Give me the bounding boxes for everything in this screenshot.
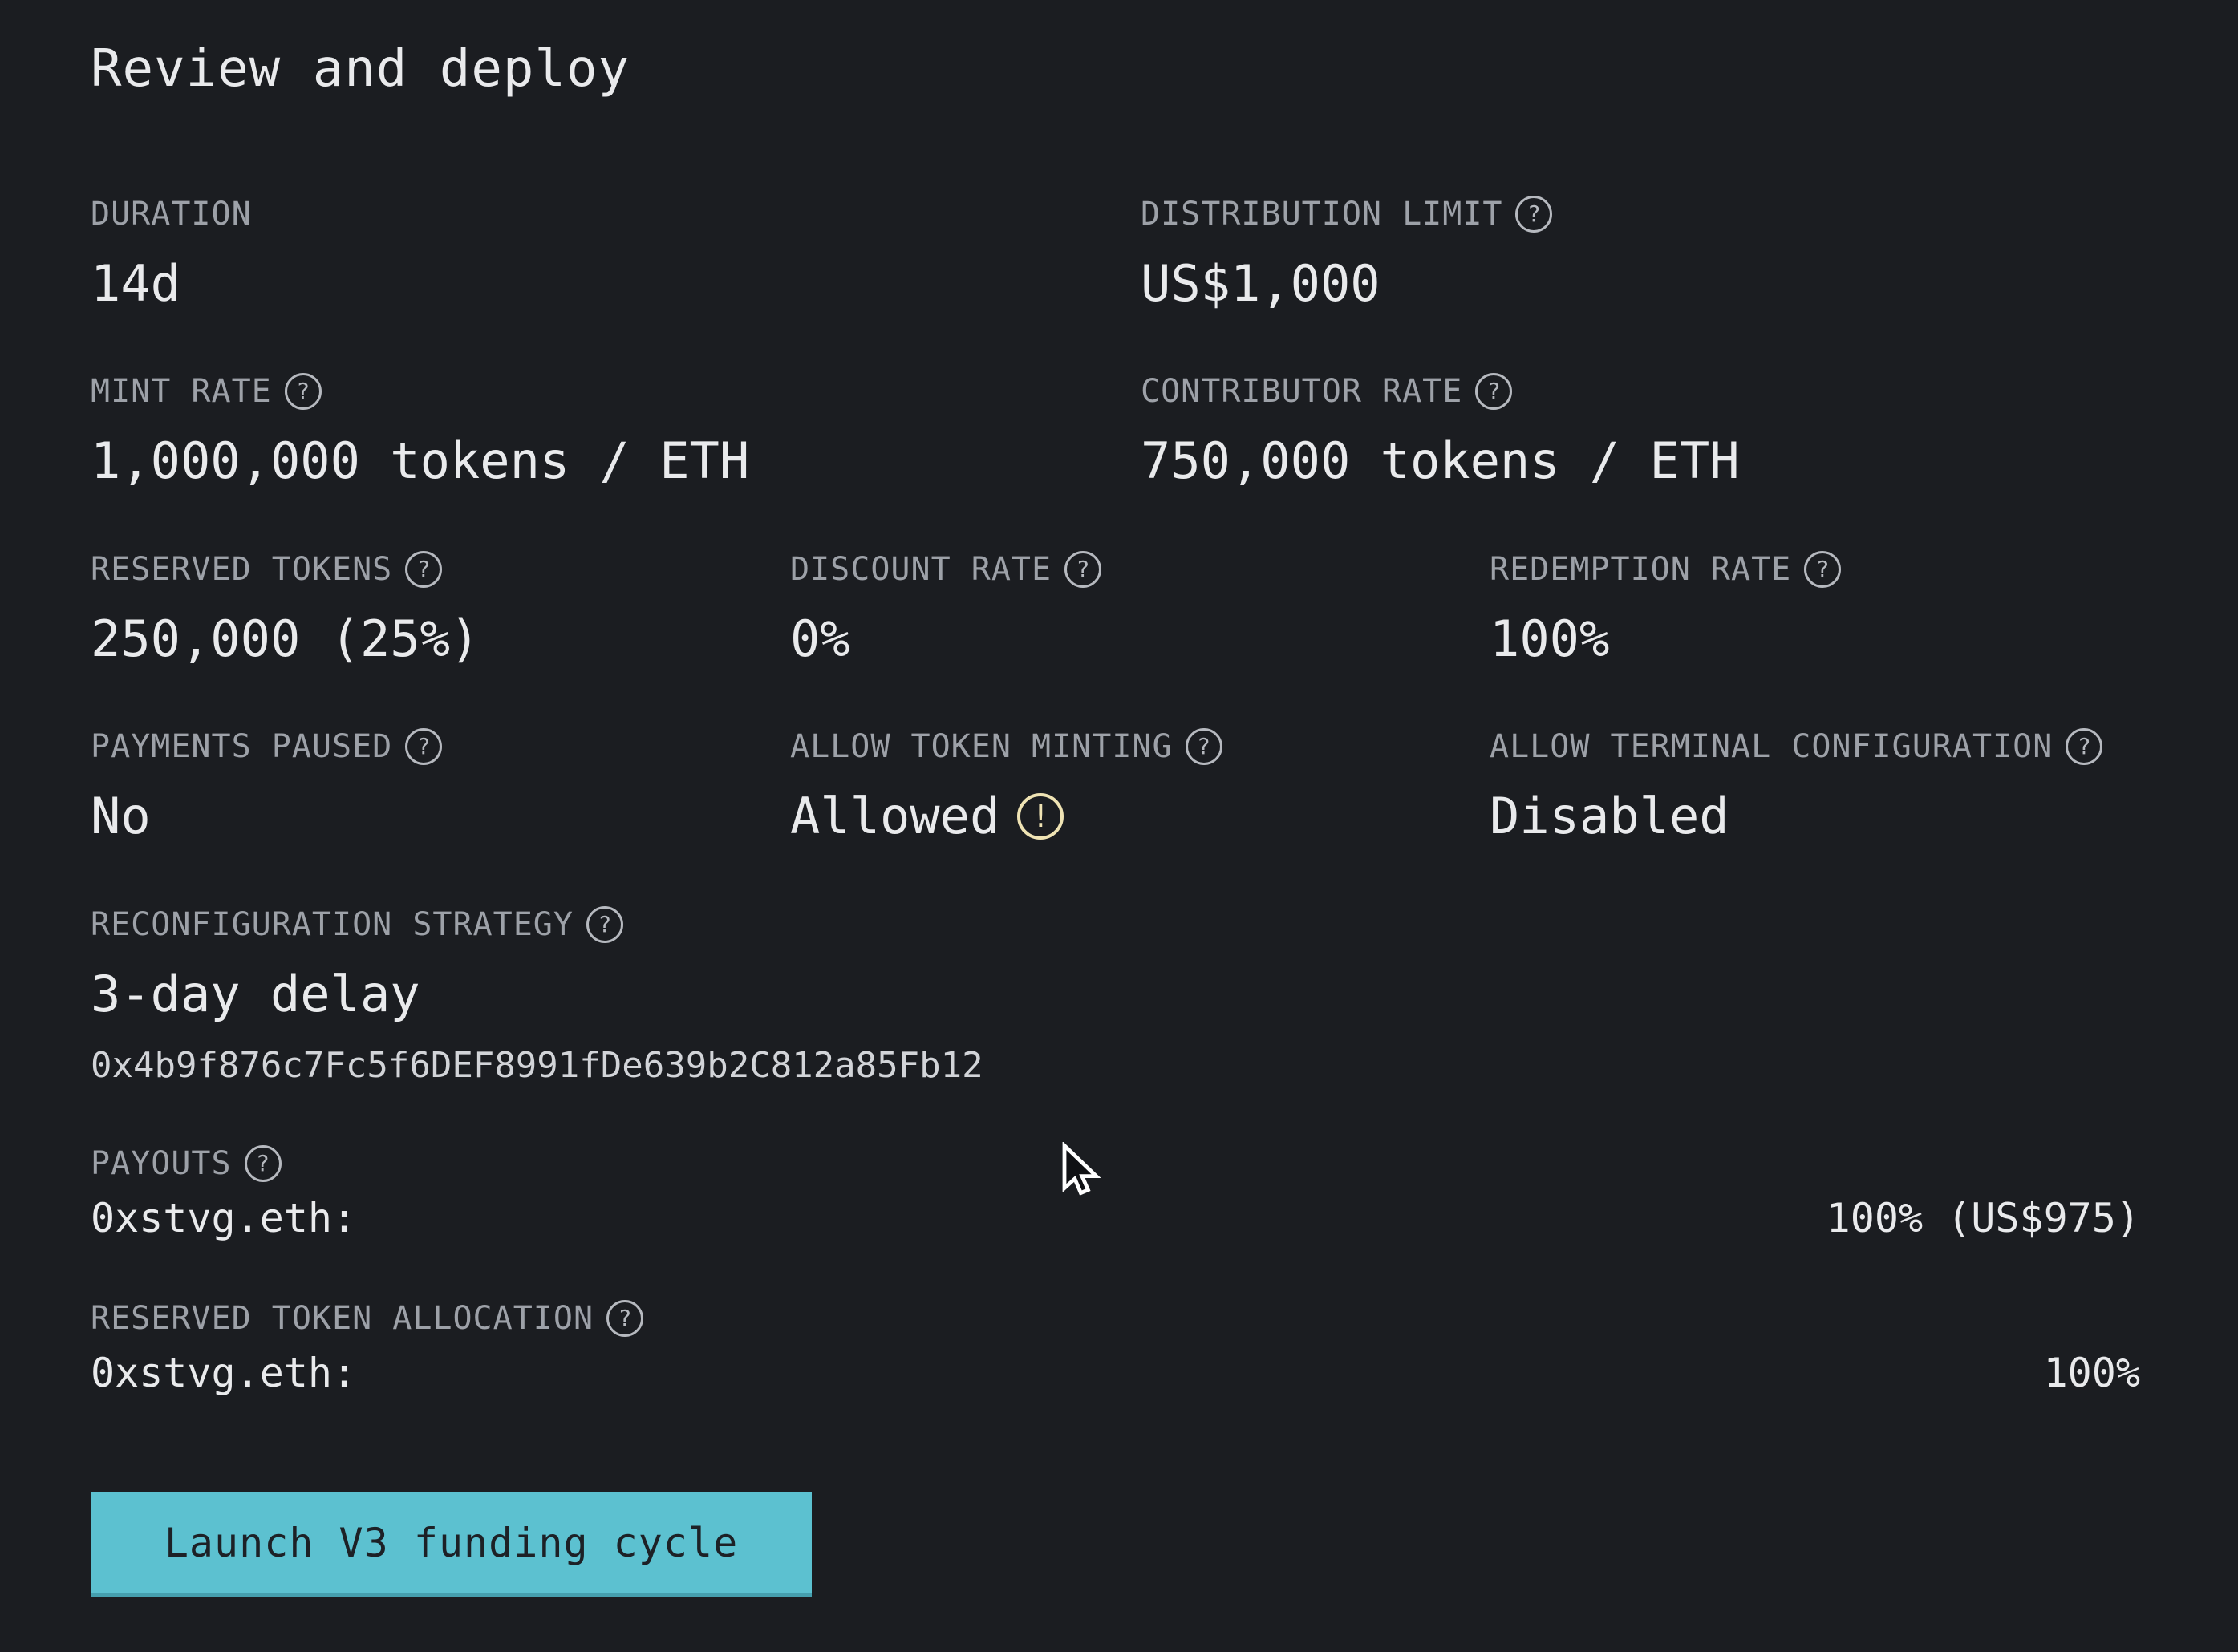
payments-paused-value: No	[91, 787, 151, 846]
contributor-rate-value: 750,000 tokens / ETH	[1141, 431, 1740, 491]
field-label-row: MINT RATE ?	[91, 372, 1141, 411]
help-icon[interactable]: ?	[405, 550, 443, 588]
field-label-row: RESERVED TOKEN ALLOCATION ?	[91, 1299, 2140, 1338]
payments-paused-label: PAYMENTS PAUSED	[91, 728, 393, 766]
contributor-rate-label: CONTRIBUTOR RATE	[1141, 373, 1463, 411]
help-icon[interactable]: ?	[405, 728, 443, 766]
page-title: Review and deploy	[91, 39, 630, 99]
field-label-row: ALLOW TERMINAL CONFIGURATION ?	[1490, 727, 2140, 766]
duration-value: 14d	[91, 253, 180, 313]
field-redemption-rate: REDEMPTION RATE ? 100%	[1490, 550, 2140, 670]
field-label-row: REDEMPTION RATE ?	[1490, 550, 2140, 589]
help-icon[interactable]: ?	[1804, 550, 1842, 588]
payout-entry-row: 0xstvg.eth: 100% (US$975)	[91, 1194, 2140, 1242]
field-label-row: PAYOUTS ?	[91, 1144, 2140, 1183]
help-icon[interactable]: ?	[1185, 728, 1222, 766]
reconfiguration-strategy-address: 0x4b9f876c7Fc5f6DEF8991fDe639b2C812a85Fb…	[91, 1045, 983, 1087]
warning-icon[interactable]: !	[1017, 793, 1064, 840]
field-value-row: 100%	[1490, 608, 2140, 670]
field-duration: DURATION 14d	[91, 195, 1141, 315]
mint-rate-label: MINT RATE	[91, 373, 272, 411]
payout-beneficiary: 0xstvg.eth:	[91, 1194, 357, 1241]
field-value-row: 0%	[790, 608, 1490, 670]
field-payouts: PAYOUTS ? 0xstvg.eth: 100% (US$975)	[91, 1144, 2140, 1242]
field-label-row: DISTRIBUTION LIMIT ?	[1141, 195, 2140, 233]
payouts-label: PAYOUTS	[91, 1144, 232, 1182]
help-icon[interactable]: ?	[1475, 373, 1513, 411]
reserved-allocation-entry-row: 0xstvg.eth: 100%	[91, 1350, 2140, 1397]
field-label-row: DURATION	[91, 195, 1141, 233]
field-value-row: Disabled	[1490, 785, 2140, 848]
field-value-row: 750,000 tokens / ETH	[1141, 430, 2140, 492]
field-reserved-tokens: RESERVED TOKENS ? 250,000 (25%)	[91, 550, 790, 670]
field-allow-terminal-configuration: ALLOW TERMINAL CONFIGURATION ? Disabled	[1490, 727, 2140, 848]
reserved-tokens-label: RESERVED TOKENS	[91, 550, 393, 588]
field-reserved-token-allocation: RESERVED TOKEN ALLOCATION ? 0xstvg.eth: …	[91, 1299, 2140, 1397]
field-label-row: PAYMENTS PAUSED ?	[91, 727, 790, 766]
launch-v3-funding-cycle-button[interactable]: Launch V3 funding cycle	[91, 1492, 812, 1597]
help-icon[interactable]: ?	[1515, 195, 1553, 233]
field-value-row: US$1,000	[1141, 253, 2140, 315]
allow-token-minting-label: ALLOW TOKEN MINTING	[790, 728, 1173, 766]
help-icon[interactable]: ?	[606, 1300, 644, 1338]
field-label-row: RECONFIGURATION STRATEGY ?	[91, 905, 2140, 944]
field-reconfiguration-strategy: RECONFIGURATION STRATEGY ? 3-day delay 0…	[91, 905, 2140, 1087]
field-payments-paused: PAYMENTS PAUSED ? No	[91, 727, 790, 848]
field-label-row: ALLOW TOKEN MINTING ?	[790, 727, 1490, 766]
field-label-row: RESERVED TOKENS ?	[91, 550, 790, 589]
allow-token-minting-value: Allowed	[790, 787, 1000, 846]
redemption-rate-value: 100%	[1490, 609, 1610, 668]
help-icon[interactable]: ?	[2066, 728, 2103, 766]
payout-amount: 100% (US$975)	[1826, 1194, 2140, 1241]
field-mint-rate: MINT RATE ? 1,000,000 tokens / ETH	[91, 372, 1141, 492]
help-icon[interactable]: ?	[284, 373, 322, 411]
row-mint-contributor: MINT RATE ? 1,000,000 tokens / ETH CONTR…	[91, 372, 2140, 492]
field-discount-rate: DISCOUNT RATE ? 0%	[790, 550, 1490, 670]
row-duration-distribution: DURATION 14d DISTRIBUTION LIMIT ? US$1,0…	[91, 195, 2140, 315]
field-label-row: DISCOUNT RATE ?	[790, 550, 1490, 589]
field-value-row: 250,000 (25%)	[91, 608, 790, 670]
field-value-row: Allowed !	[790, 785, 1490, 848]
reconfiguration-strategy-label: RECONFIGURATION STRATEGY	[91, 905, 574, 943]
field-value-row: 3-day delay	[91, 963, 2140, 1026]
help-icon[interactable]: ?	[1064, 550, 1102, 588]
field-value-row: 1,000,000 tokens / ETH	[91, 430, 1141, 492]
field-distribution-limit: DISTRIBUTION LIMIT ? US$1,000	[1141, 195, 2140, 315]
discount-rate-value: 0%	[790, 609, 850, 668]
distribution-limit-label: DISTRIBUTION LIMIT	[1141, 195, 1503, 233]
distribution-limit-value: US$1,000	[1141, 253, 1381, 313]
duration-label: DURATION	[91, 195, 252, 233]
field-contributor-rate: CONTRIBUTOR RATE ? 750,000 tokens / ETH	[1141, 372, 2140, 492]
reserved-token-allocation-label: RESERVED TOKEN ALLOCATION	[91, 1300, 594, 1338]
reserved-allocation-beneficiary: 0xstvg.eth:	[91, 1350, 357, 1397]
row-reserved-discount-redemption: RESERVED TOKENS ? 250,000 (25%) DISCOUNT…	[91, 550, 2140, 670]
reserved-allocation-amount: 100%	[2043, 1350, 2140, 1397]
redemption-rate-label: REDEMPTION RATE	[1490, 550, 1792, 588]
allow-terminal-configuration-label: ALLOW TERMINAL CONFIGURATION	[1490, 728, 2054, 766]
reconfiguration-strategy-value: 3-day delay	[91, 964, 420, 1023]
help-icon[interactable]: ?	[244, 1144, 282, 1182]
allow-terminal-configuration-value: Disabled	[1490, 787, 1729, 846]
mint-rate-value: 1,000,000 tokens / ETH	[91, 431, 750, 491]
help-icon[interactable]: ?	[586, 905, 623, 943]
field-label-row: CONTRIBUTOR RATE ?	[1141, 372, 2140, 411]
discount-rate-label: DISCOUNT RATE	[790, 550, 1052, 588]
field-value-row: 14d	[91, 253, 1141, 315]
row-paused-minting-terminal: PAYMENTS PAUSED ? No ALLOW TOKEN MINTING…	[91, 727, 2140, 848]
reserved-tokens-value: 250,000 (25%)	[91, 609, 480, 668]
field-value-row: No	[91, 785, 790, 848]
field-allow-token-minting: ALLOW TOKEN MINTING ? Allowed !	[790, 727, 1490, 848]
